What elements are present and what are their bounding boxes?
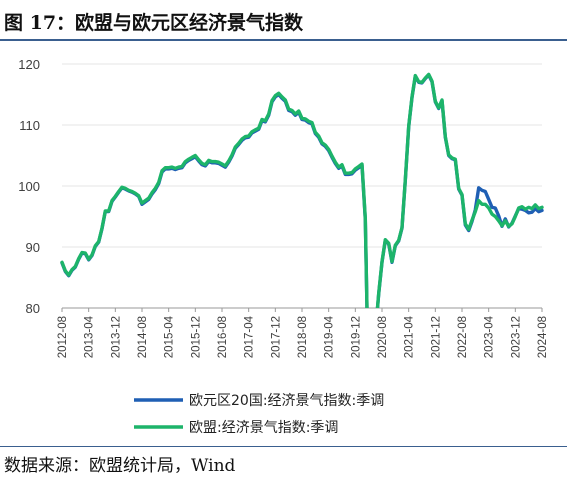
y-axis-ticks: 80 90 100 110 120: [18, 57, 40, 316]
x-tick-label: 2019-04: [324, 315, 336, 358]
y-tick-label: 120: [18, 57, 40, 72]
title-divider: [0, 39, 567, 41]
x-axis-ticks: 2012-08 2013-04 2013-12 2014-08 2015-04 2015-…: [57, 308, 549, 358]
x-tick-label: 2022-08: [457, 316, 469, 358]
x-tick-label: 2017-12: [270, 316, 282, 358]
x-tick-label: 2021-12: [430, 316, 442, 358]
series-lines: [60, 72, 544, 308]
y-tick-label: 80: [26, 301, 40, 316]
x-tick-label: 2017-04: [244, 315, 256, 358]
x-tick-label: 2015-12: [190, 316, 202, 358]
chart-title: 图 17：欧盟与欧元区经济景气指数: [4, 12, 304, 34]
y-tick-label: 110: [19, 118, 40, 133]
x-tick-label: 2018-08: [297, 316, 309, 358]
line-chart: 80 90 100 110 120 2012-08 2013-04 2013-12 2014-…: [18, 57, 549, 436]
x-tick-label: 2016-08: [217, 316, 229, 358]
legend-item-euro-area-label: 欧元区20国:经济景气指数:季调: [189, 393, 384, 409]
x-tick-label: 2013-12: [110, 316, 122, 358]
gridlines: [62, 63, 542, 309]
x-tick-label: 2019-12: [350, 316, 362, 358]
y-tick-label: 100: [18, 179, 40, 194]
y-tick-label: 90: [26, 240, 40, 255]
x-tick-label: 2014-08: [137, 316, 149, 358]
x-tick-label: 2023-04: [484, 315, 496, 358]
source-divider: [0, 446, 567, 447]
x-tick-label: 2015-04: [164, 315, 176, 358]
x-tick-label: 2012-08: [57, 316, 69, 358]
source-note: 数据来源：欧盟统计局，Wind: [4, 456, 236, 476]
x-tick-label: 2021-04: [404, 315, 416, 358]
x-tick-label: 2024-08: [537, 316, 549, 358]
x-tick-label: 2013-04: [84, 315, 96, 358]
series-line-eu: [60, 72, 544, 308]
x-tick-label: 2020-08: [377, 316, 389, 358]
x-tick-label: 2023-12: [510, 316, 522, 358]
legend-item-eu-label: 欧盟:经济景气指数:季调: [189, 420, 338, 436]
